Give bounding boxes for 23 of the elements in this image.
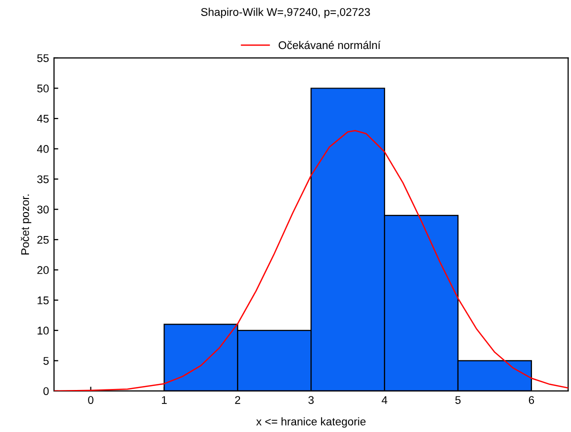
y-tick-label: 40 (37, 145, 49, 153)
y-tick-label: 50 (37, 84, 49, 92)
y-tick-label: 35 (37, 175, 49, 184)
y-tick-label: 25 (37, 236, 49, 244)
x-tick-label: 3 (308, 396, 314, 404)
x-tick-label: 4 (382, 396, 388, 404)
x-tick-label: 0 (88, 396, 94, 404)
legend-label: Očekávané normální (278, 40, 381, 50)
x-tick-label: 2 (235, 396, 240, 404)
y-tick-label: 0 (43, 387, 49, 396)
x-tick-label: 1 (162, 396, 167, 404)
x-tick-label: 6 (528, 396, 534, 404)
y-tick-label: 10 (38, 326, 49, 335)
y-axis-title: Počet pozor. (20, 194, 32, 254)
y-tick-label: 45 (37, 114, 49, 123)
y-tick-label: 55 (37, 54, 49, 62)
y-tick-label: 15 (38, 296, 49, 304)
y-tick-label: 20 (37, 266, 49, 274)
chart-title: Shapiro-Wilk W=,97240, p=,02723 (201, 8, 370, 18)
y-tick-label: 30 (37, 206, 49, 214)
x-axis-title: x <= hranice kategorie (256, 417, 366, 428)
x-tick-label: 5 (455, 396, 461, 404)
y-tick-label: 5 (43, 357, 49, 365)
